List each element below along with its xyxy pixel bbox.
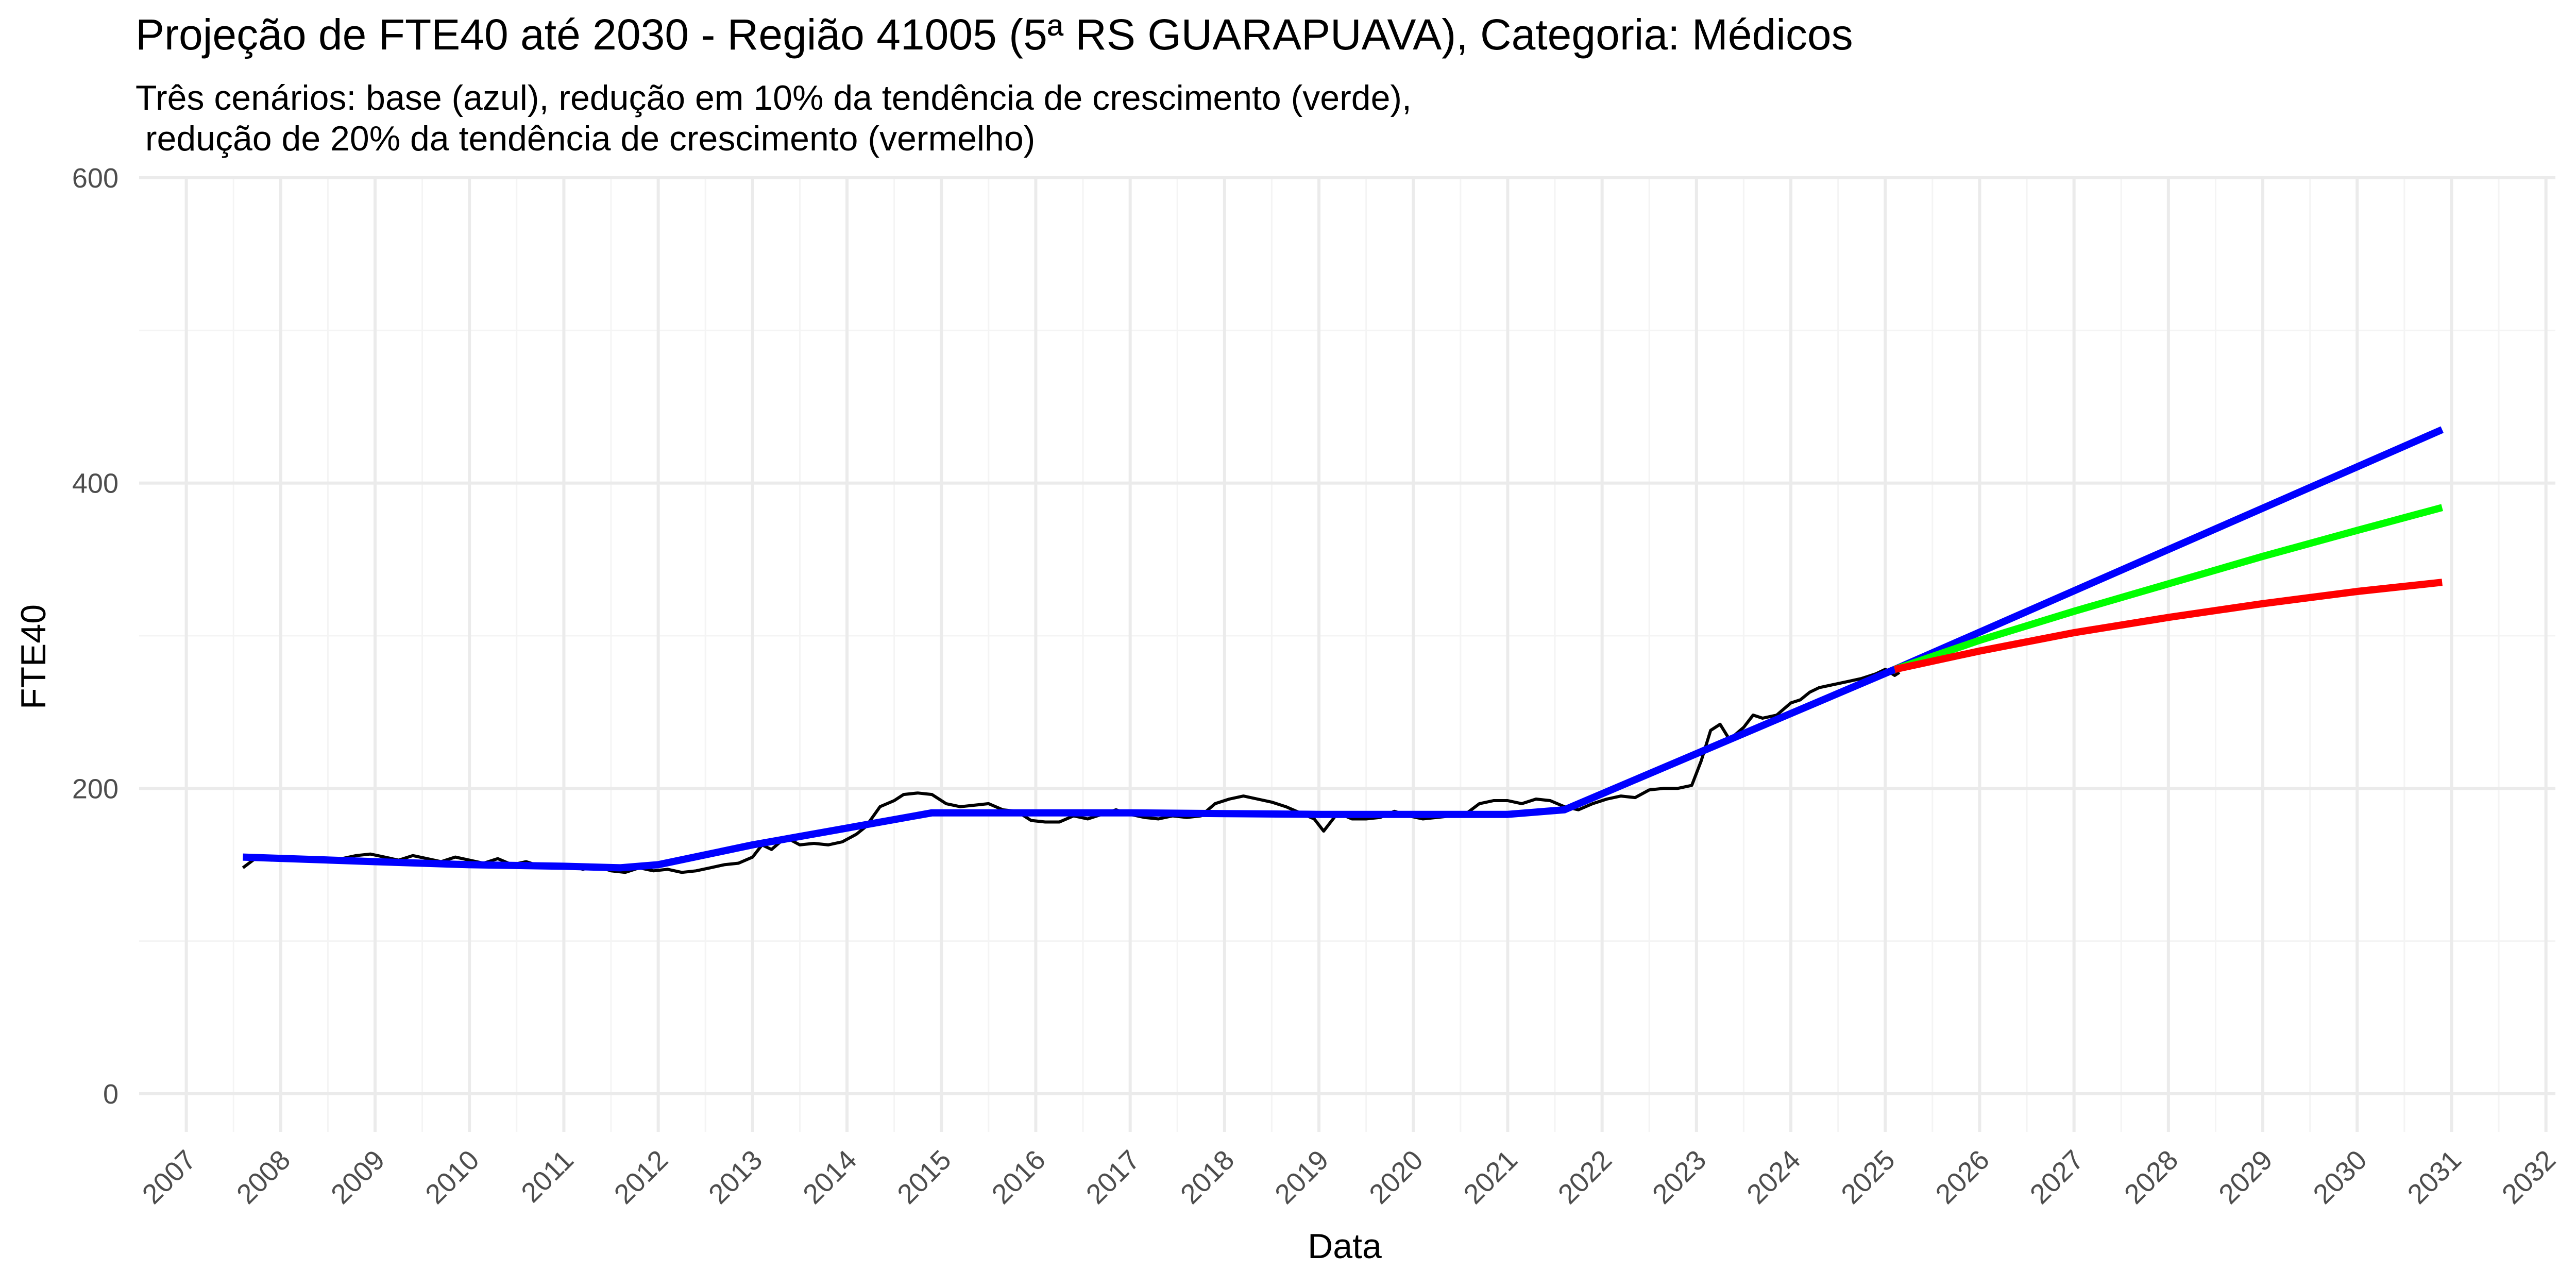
y-tick-label: 200	[72, 773, 118, 804]
chart-subtitle-line-1: Três cenários: base (azul), redução em 1…	[135, 78, 1412, 117]
x-axis-title: Data	[1308, 1227, 1382, 1266]
chart-subtitle-line-2: redução de 20% da tendência de crescimen…	[135, 119, 1035, 158]
grid-layer	[139, 176, 2555, 1132]
series-line-green	[1893, 504, 2444, 673]
series-layer	[242, 426, 2444, 874]
y-tick-label: 600	[72, 163, 118, 194]
y-tick-label: 0	[103, 1079, 118, 1110]
y-tick-label: 400	[72, 468, 118, 499]
chart-title: Projeção de FTE40 até 2030 - Região 4100…	[135, 10, 1853, 59]
series-line-red	[1894, 579, 2443, 673]
series-line-base	[243, 426, 2444, 872]
y-axis-title: FTE40	[14, 604, 53, 709]
